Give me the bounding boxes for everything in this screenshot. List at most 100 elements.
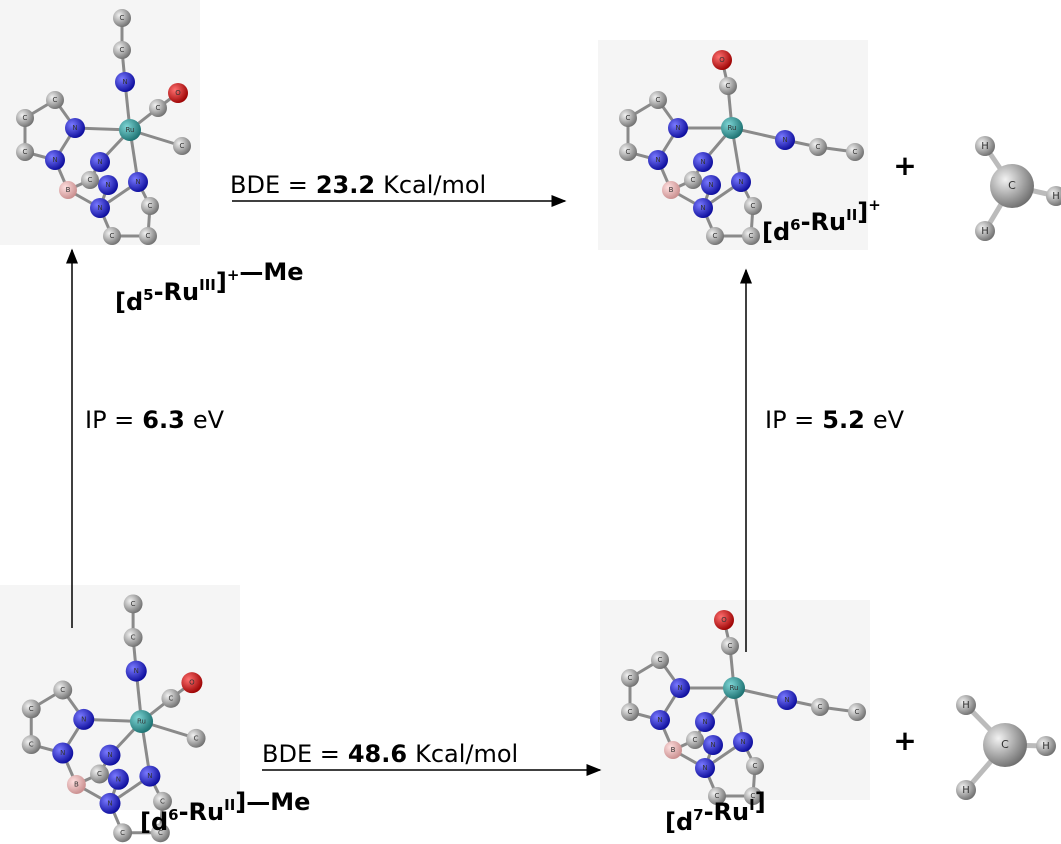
atom-label: C <box>131 600 136 608</box>
atom-label: C <box>97 770 102 778</box>
atom-label: B <box>669 186 674 194</box>
superscript: 6 <box>790 216 800 234</box>
atom-label: N <box>700 158 705 166</box>
atom-label: C <box>726 82 731 90</box>
atom-label: C <box>628 708 633 716</box>
species-text: ] <box>755 788 766 816</box>
atom-label: N <box>738 178 743 186</box>
species-label: [d5-RuIII]+—Me <box>115 258 304 316</box>
species-text: —Me <box>239 258 303 286</box>
atom-label: N <box>677 684 682 692</box>
superscript: II <box>846 206 857 224</box>
atom-label: C <box>1001 738 1009 751</box>
atom-label: H <box>1042 741 1050 752</box>
atom-label: Ru <box>137 718 146 726</box>
species-text: -Ru <box>801 208 847 236</box>
atom-label: N <box>81 715 86 723</box>
label: BDE = <box>262 740 340 768</box>
atom-label: C <box>120 829 125 837</box>
value: 48.6 <box>348 740 407 768</box>
atom-label: C <box>23 114 28 122</box>
atom-label: O <box>189 679 195 687</box>
atom-label: N <box>782 136 787 144</box>
atom-label: C <box>751 202 756 210</box>
atom-label: C <box>160 797 165 805</box>
atom-label: N <box>655 156 660 164</box>
atom-label: C <box>120 14 125 22</box>
atom-label: C <box>23 148 28 156</box>
atom-label: H <box>962 785 970 796</box>
atom-label: N <box>52 156 57 164</box>
atom-label: N <box>702 764 707 772</box>
value: 6.3 <box>142 406 185 434</box>
methane: C H H H <box>975 136 1061 241</box>
atom-label: Ru <box>730 684 739 692</box>
atom-label: C <box>656 96 661 104</box>
atom-label: C <box>148 202 153 210</box>
value: 23.2 <box>316 171 375 199</box>
species-text: -Ru <box>179 798 225 826</box>
atom-label: C <box>728 642 733 650</box>
value: 5.2 <box>822 406 865 434</box>
species-text: ] <box>216 268 227 296</box>
atom-label: C <box>29 741 34 749</box>
atom-label: O <box>721 616 727 624</box>
atom-label: C <box>691 176 696 184</box>
atom-label: N <box>700 204 705 212</box>
scheme: N C C C N B N N C N C C C N Ru N C C C O C N C C C N B N N C N C C C N Ru C O… <box>0 0 1061 844</box>
atom-label: C <box>180 142 185 150</box>
superscript: + <box>227 266 240 284</box>
atom-label: N <box>107 799 112 807</box>
unit: Kcal/mol <box>415 740 518 768</box>
superscript: + <box>868 196 881 214</box>
atom-label: O <box>175 89 181 97</box>
atom-label: C <box>146 232 151 240</box>
atom-label: C <box>626 148 631 156</box>
atom-label: N <box>784 696 789 704</box>
atom-label: H <box>981 226 989 237</box>
plus-sign: + <box>893 149 916 182</box>
unit: eV <box>873 406 905 434</box>
atom-label: C <box>120 46 125 54</box>
atom-label: H <box>981 141 989 152</box>
atom-label: C <box>110 232 115 240</box>
atom-label: C <box>60 686 65 694</box>
species-text: [d <box>115 288 143 316</box>
unit: eV <box>193 406 225 434</box>
reaction-label: IP =6.3eV <box>85 406 225 434</box>
species-text: [d <box>140 808 168 836</box>
superscript: III <box>199 276 216 294</box>
species-text: [d <box>762 218 790 246</box>
atom-label: C <box>626 114 631 122</box>
atom-label: N <box>97 158 102 166</box>
atom-label: C <box>29 705 34 713</box>
superscript: II <box>224 796 235 814</box>
reaction-label: BDE =23.2Kcal/mol <box>230 171 486 199</box>
plus-sign: + <box>893 724 916 757</box>
atom-label: H <box>1052 191 1060 202</box>
superscript: 5 <box>143 286 153 304</box>
atom-label: N <box>72 124 77 132</box>
atom-label: N <box>740 738 745 746</box>
atom-label: C <box>713 232 718 240</box>
superscript: 7 <box>693 806 703 824</box>
label: IP = <box>765 406 814 434</box>
atom-label: C <box>1008 179 1016 192</box>
atom-label: N <box>134 667 139 675</box>
atom-label: C <box>658 656 663 664</box>
atom-label: O <box>719 56 725 64</box>
atom-label: N <box>675 124 680 132</box>
atom-label: N <box>105 181 110 189</box>
atom-label: N <box>710 741 715 749</box>
atom-label: C <box>53 96 58 104</box>
atom-label: C <box>749 232 754 240</box>
atom-label: B <box>671 746 676 754</box>
atom-label: N <box>107 751 112 759</box>
atom-label: C <box>156 104 161 112</box>
atom-label: C <box>693 736 698 744</box>
atom-label: C <box>168 694 173 702</box>
atom-label: N <box>657 716 662 724</box>
species-text: ]—Me <box>235 788 310 816</box>
atom-label: C <box>853 148 858 156</box>
species-text: ] <box>857 198 868 226</box>
